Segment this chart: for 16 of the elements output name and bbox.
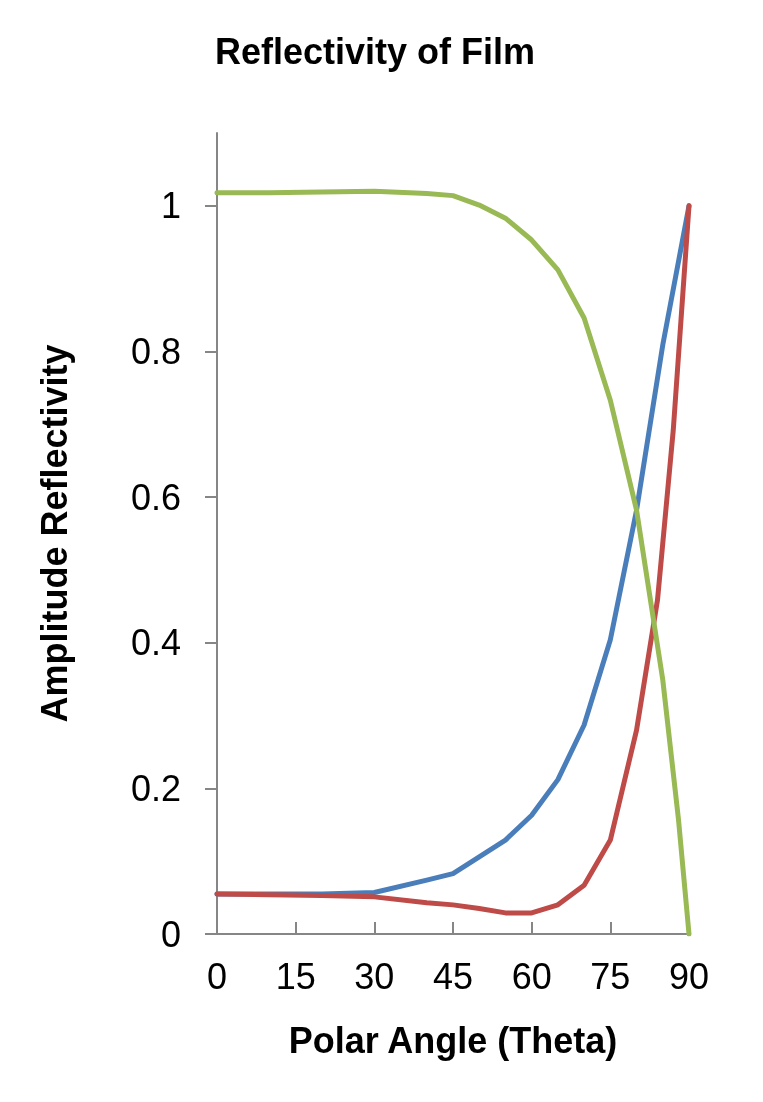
x-tick-label: 30 bbox=[354, 955, 395, 997]
x-tick-label: 90 bbox=[668, 955, 710, 997]
x-axis-title: Polar Angle (Theta) bbox=[288, 1019, 618, 1061]
x-tick-label: 45 bbox=[432, 955, 474, 997]
x-tick-label: 75 bbox=[590, 955, 631, 997]
y-axis-title: Amplitude Reflectivity bbox=[33, 344, 75, 723]
y-tick-label: 0.6 bbox=[130, 476, 181, 518]
y-tick-label: 0.2 bbox=[130, 767, 181, 809]
x-tick-label: 15 bbox=[275, 955, 316, 997]
chart-title: Reflectivity of Film bbox=[214, 30, 536, 72]
y-tick-label: 0.8 bbox=[130, 330, 181, 372]
y-tick-label: 0 bbox=[160, 913, 181, 955]
x-tick-label: 60 bbox=[511, 955, 552, 997]
y-tick-label: 0.4 bbox=[130, 622, 181, 664]
y-tick-label: 1 bbox=[160, 185, 181, 227]
x-tick-label: 0 bbox=[206, 955, 228, 997]
